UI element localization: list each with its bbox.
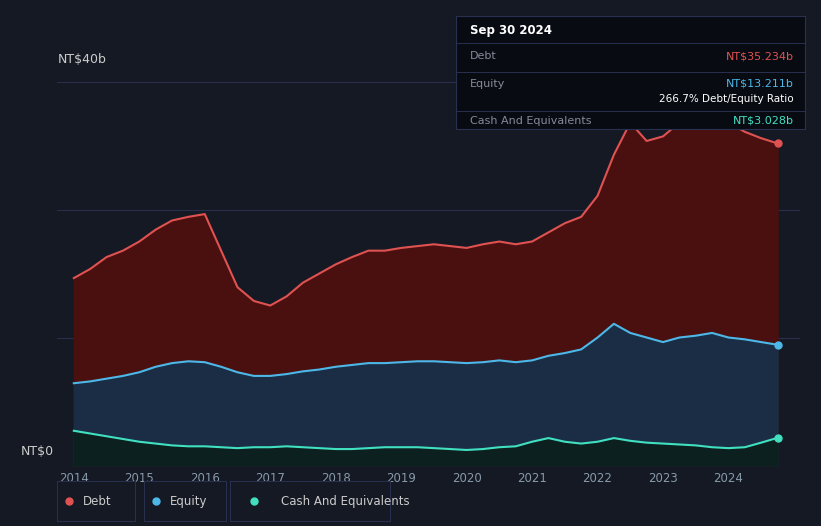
Text: Equity: Equity [470, 78, 505, 89]
Text: Debt: Debt [82, 494, 111, 508]
Text: Cash And Equivalents: Cash And Equivalents [281, 494, 410, 508]
Text: Debt: Debt [470, 52, 497, 62]
Text: NT$35.234b: NT$35.234b [726, 52, 794, 62]
Text: NT$3.028b: NT$3.028b [733, 116, 794, 126]
Text: NT$0: NT$0 [21, 445, 53, 458]
Text: NT$13.211b: NT$13.211b [727, 78, 794, 89]
Text: Equity: Equity [170, 494, 208, 508]
Text: Cash And Equivalents: Cash And Equivalents [470, 116, 591, 126]
Text: Sep 30 2024: Sep 30 2024 [470, 24, 552, 37]
Text: NT$40b: NT$40b [57, 53, 107, 66]
Text: 266.7% Debt/Equity Ratio: 266.7% Debt/Equity Ratio [659, 95, 794, 105]
